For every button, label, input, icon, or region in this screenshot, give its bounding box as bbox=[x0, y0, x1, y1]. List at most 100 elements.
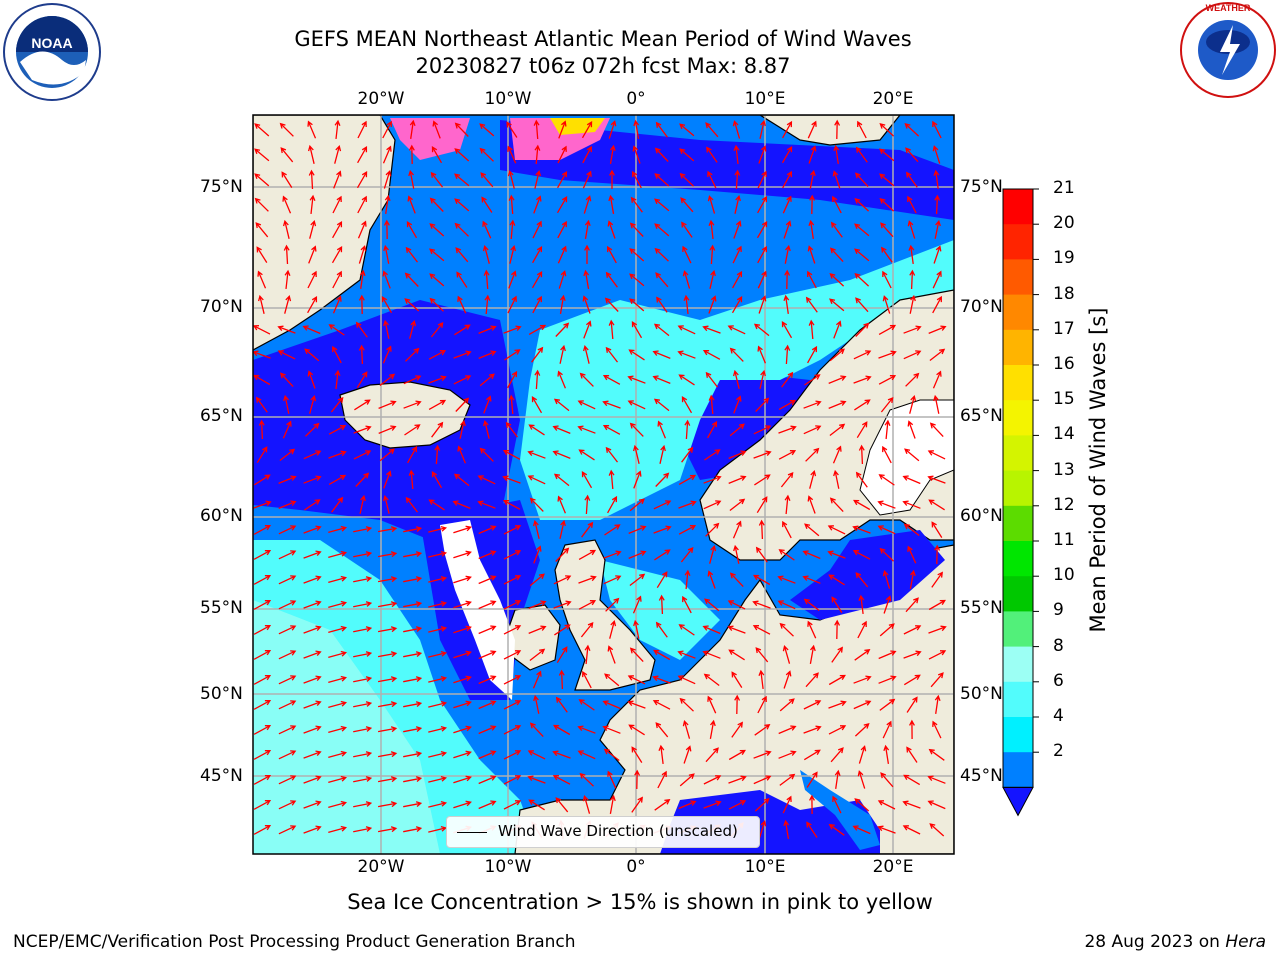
wind-wave-arrow bbox=[877, 525, 896, 535]
wind-wave-arrow bbox=[906, 171, 918, 188]
wind-wave-arrow bbox=[709, 244, 716, 265]
wind-wave-arrow bbox=[629, 422, 644, 437]
wind-wave-arrow bbox=[708, 219, 715, 239]
wind-wave-arrow bbox=[809, 169, 816, 189]
wind-wave-arrow bbox=[377, 651, 398, 658]
baltic-missing-data bbox=[859, 399, 954, 516]
wind-wave-arrow bbox=[658, 594, 665, 615]
wind-wave-arrow bbox=[854, 399, 871, 411]
wind-wave-arrow bbox=[428, 375, 447, 384]
wind-wave-arrow bbox=[752, 600, 771, 609]
wind-wave-arrow bbox=[834, 619, 841, 640]
wind-wave-arrow bbox=[806, 771, 818, 788]
wind-wave-arrow bbox=[559, 294, 566, 315]
wind-wave-arrow bbox=[753, 450, 772, 459]
wind-wave-arrow bbox=[478, 575, 497, 585]
wind-wave-arrow bbox=[653, 649, 671, 661]
wind-wave-arrow bbox=[803, 598, 820, 612]
wind-wave-arrow bbox=[455, 397, 470, 412]
wind-wave-arrow bbox=[333, 170, 342, 189]
wind-wave-arrow bbox=[582, 170, 592, 189]
wind-wave-arrow bbox=[505, 421, 519, 438]
wind-wave-arrow bbox=[679, 172, 694, 187]
wind-wave-arrow bbox=[803, 400, 822, 409]
wind-wave-arrow bbox=[778, 725, 797, 735]
wind-wave-arrow bbox=[407, 195, 416, 214]
wind-wave-arrow bbox=[753, 425, 772, 435]
wind-wave-arrow bbox=[653, 525, 672, 534]
wind-wave-arrow bbox=[929, 348, 946, 362]
wind-wave-arrow bbox=[453, 600, 472, 609]
wind-wave-arrow bbox=[359, 494, 366, 514]
wind-wave-arrow bbox=[757, 270, 767, 289]
wind-wave-arrow bbox=[653, 323, 670, 337]
wind-wave-arrow bbox=[707, 570, 716, 589]
wind-wave-arrow bbox=[303, 450, 322, 460]
wind-wave-arrow bbox=[583, 269, 590, 290]
wind-wave-arrow bbox=[278, 700, 297, 710]
wind-wave-arrow bbox=[507, 370, 518, 389]
wind-wave-arrow bbox=[382, 494, 390, 514]
wind-wave-arrow bbox=[928, 748, 945, 761]
wind-wave-arrow bbox=[253, 525, 272, 535]
wind-wave-arrow bbox=[804, 374, 821, 386]
wind-wave-arrow bbox=[831, 596, 843, 613]
wind-wave-arrow bbox=[904, 448, 920, 462]
wind-wave-arrow bbox=[582, 295, 591, 314]
lat-label-right-70: 70°N bbox=[960, 297, 1003, 317]
colorbar-tick-label: 20 bbox=[1053, 213, 1075, 234]
wind-wave-arrow bbox=[682, 245, 692, 264]
colorbar-tick-label: 15 bbox=[1053, 389, 1075, 410]
colorbar-segment bbox=[1003, 189, 1033, 225]
wind-wave-arrow bbox=[284, 295, 292, 314]
wind-wave-arrow bbox=[531, 346, 544, 363]
wind-wave-arrow bbox=[304, 499, 321, 511]
wind-wave-arrow bbox=[609, 620, 617, 639]
wind-wave-arrow bbox=[377, 701, 398, 708]
wind-wave-arrow bbox=[303, 650, 322, 659]
wind-wave-arrow bbox=[607, 220, 616, 239]
wind-wave-arrow bbox=[453, 575, 472, 584]
wind-wave-arrow bbox=[827, 550, 846, 559]
wind-wave-arrow bbox=[406, 221, 418, 239]
wind-wave-arrow bbox=[930, 672, 944, 688]
wind-wave-arrow bbox=[879, 173, 895, 187]
wind-wave-arrow bbox=[753, 750, 772, 759]
wind-wave-arrow bbox=[534, 144, 541, 165]
wind-wave-arrow bbox=[927, 475, 946, 484]
wind-wave-arrow bbox=[755, 546, 768, 563]
wind-wave-arrow bbox=[709, 269, 716, 289]
wind-wave-arrow bbox=[902, 475, 921, 485]
wind-wave-arrow bbox=[827, 525, 846, 535]
wind-wave-arrow bbox=[403, 551, 423, 558]
wind-wave-arrow bbox=[903, 523, 920, 537]
wind-wave-arrow bbox=[878, 375, 897, 385]
wind-wave-arrow bbox=[629, 573, 646, 587]
colorbar-tick-label: 17 bbox=[1053, 318, 1075, 339]
wind-wave-arrow bbox=[658, 744, 665, 764]
wind-wave-arrow bbox=[803, 725, 822, 734]
wind-wave-arrow bbox=[702, 625, 721, 635]
wind-wave-arrow bbox=[631, 746, 643, 763]
wind-wave-arrow bbox=[278, 650, 297, 660]
wind-wave-arrow bbox=[332, 295, 342, 314]
wind-wave-arrow bbox=[334, 369, 341, 389]
colorbar-segment bbox=[1003, 752, 1033, 788]
wind-wave-arrow bbox=[830, 221, 843, 238]
wind-wave-arrow bbox=[778, 425, 797, 434]
wind-wave-arrow bbox=[928, 599, 946, 611]
wind-wave-arrow bbox=[556, 646, 568, 664]
wind-wave-arrow bbox=[855, 572, 869, 588]
wind-wave-arrow bbox=[353, 551, 373, 558]
wind-wave-arrow bbox=[656, 296, 668, 313]
wind-wave-arrow bbox=[428, 750, 448, 758]
wind-wave-arrow bbox=[578, 449, 595, 461]
wind-wave-arrow bbox=[507, 295, 517, 314]
wind-wave-arrow bbox=[403, 726, 423, 733]
wind-wave-arrow bbox=[584, 244, 590, 264]
wind-wave-arrow bbox=[882, 445, 892, 464]
wind-wave-arrow bbox=[483, 269, 490, 290]
wind-wave-arrow bbox=[652, 700, 671, 710]
wind-wave-arrow bbox=[355, 321, 368, 338]
wind-wave-arrow bbox=[753, 574, 771, 586]
